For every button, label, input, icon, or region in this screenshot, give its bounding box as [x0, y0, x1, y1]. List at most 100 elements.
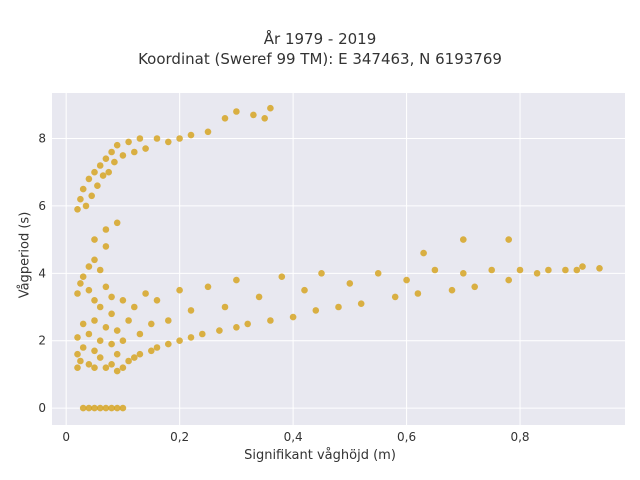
scatter-point — [199, 330, 206, 338]
scatter-point — [165, 340, 172, 348]
scatter-point — [85, 361, 93, 368]
scatter-point — [119, 404, 127, 412]
scatter-point — [74, 206, 81, 213]
x-tick-label: 0 — [62, 430, 70, 444]
scatter-point — [596, 265, 603, 272]
scatter-point — [113, 404, 121, 412]
scatter-point — [233, 108, 240, 115]
scatter-point — [187, 334, 195, 341]
scatter-point — [148, 347, 155, 355]
scatter-point — [102, 226, 110, 233]
y-tick-label: 4 — [38, 266, 46, 280]
scatter-point — [79, 320, 87, 328]
scatter-point — [79, 344, 87, 351]
scatter-point — [233, 276, 240, 284]
x-tick-label: 0,6 — [397, 430, 416, 444]
scatter-point — [488, 266, 496, 274]
scatter-point — [448, 286, 456, 294]
scatter-point — [108, 293, 115, 301]
scatter-point — [108, 148, 115, 156]
scatter-point — [403, 276, 410, 284]
scatter-point — [88, 192, 95, 200]
x-tick-label: 0,2 — [170, 430, 189, 444]
scatter-point — [471, 283, 479, 291]
scatter-point — [79, 404, 87, 412]
scatter-point — [77, 357, 84, 365]
scatter-point — [289, 313, 297, 321]
scatter-point — [505, 276, 512, 284]
scatter-point — [267, 317, 274, 324]
scatter-point — [391, 293, 399, 301]
y-tick-label: 6 — [38, 199, 46, 213]
scatter-point — [119, 152, 127, 159]
scatter-point — [96, 162, 104, 169]
scatter-point — [573, 266, 581, 274]
scatter-point — [131, 148, 138, 156]
scatter-point — [74, 350, 81, 358]
scatter-point — [85, 175, 93, 183]
scatter-point — [136, 350, 144, 358]
scatter-point — [318, 270, 325, 277]
scatter-points — [74, 104, 603, 412]
scatter-point — [142, 290, 149, 297]
scatter-point — [204, 283, 212, 291]
scatter-point — [278, 273, 286, 281]
scatter-point — [335, 303, 342, 311]
scatter-point — [91, 256, 98, 264]
scatter-point — [91, 297, 98, 304]
y-tick-label: 2 — [38, 334, 46, 348]
chart-subtitle: Koordinat (Sweref 99 TM): E 347463, N 61… — [138, 50, 502, 68]
scatter-point — [221, 115, 229, 122]
scatter-point — [102, 324, 110, 331]
scatter-point — [108, 310, 115, 318]
scatter-point — [105, 168, 112, 176]
scatter-point — [267, 104, 274, 112]
scatter-point — [346, 280, 354, 287]
scatter-point — [131, 303, 138, 311]
scatter-point — [136, 135, 144, 142]
scatter-point — [187, 307, 195, 314]
x-axis-title: Signifikant våghöjd (m) — [244, 448, 396, 463]
scatter-point — [420, 249, 427, 257]
scatter-point — [77, 195, 84, 203]
scatter-point — [255, 293, 263, 301]
scatter-point — [96, 266, 104, 274]
scatter-point — [91, 364, 98, 372]
axis-ticks: 0 0,2 0,4 0,6 0,8 0 2 4 6 8 — [38, 132, 529, 444]
scatter-point — [301, 286, 308, 294]
scatter-point — [165, 138, 172, 146]
scatter-point — [244, 320, 251, 328]
scatter-point — [204, 128, 212, 136]
scatter-point — [119, 337, 127, 345]
scatter-point — [153, 297, 161, 304]
scatter-point — [176, 135, 183, 142]
scatter-point — [579, 263, 586, 270]
scatter-point — [85, 263, 93, 270]
scatter-point — [153, 135, 161, 142]
scatter-point — [85, 404, 93, 412]
scatter-point — [91, 347, 98, 355]
scatter-point — [165, 317, 172, 324]
scatter-point — [119, 297, 127, 304]
scatter-point — [414, 290, 422, 297]
scatter-point — [96, 337, 104, 345]
scatter-point — [85, 286, 93, 294]
scatter-point — [533, 270, 541, 277]
scatter-point — [153, 344, 161, 351]
scatter-point — [113, 141, 121, 149]
scatter-point — [113, 327, 121, 334]
scatter-point — [562, 266, 569, 274]
scatter-point — [79, 185, 87, 193]
scatter-point — [113, 350, 121, 358]
y-tick-label: 0 — [38, 401, 46, 415]
scatter-point — [74, 290, 81, 297]
scatter-point — [77, 280, 84, 287]
scatter-point — [74, 334, 81, 341]
scatter-point — [91, 168, 98, 176]
scatter-point — [176, 337, 183, 345]
scatter-point — [516, 266, 524, 274]
scatter-point — [91, 236, 98, 243]
scatter-point — [357, 300, 365, 308]
scatter-point — [125, 138, 132, 146]
scatter-point — [74, 364, 81, 372]
